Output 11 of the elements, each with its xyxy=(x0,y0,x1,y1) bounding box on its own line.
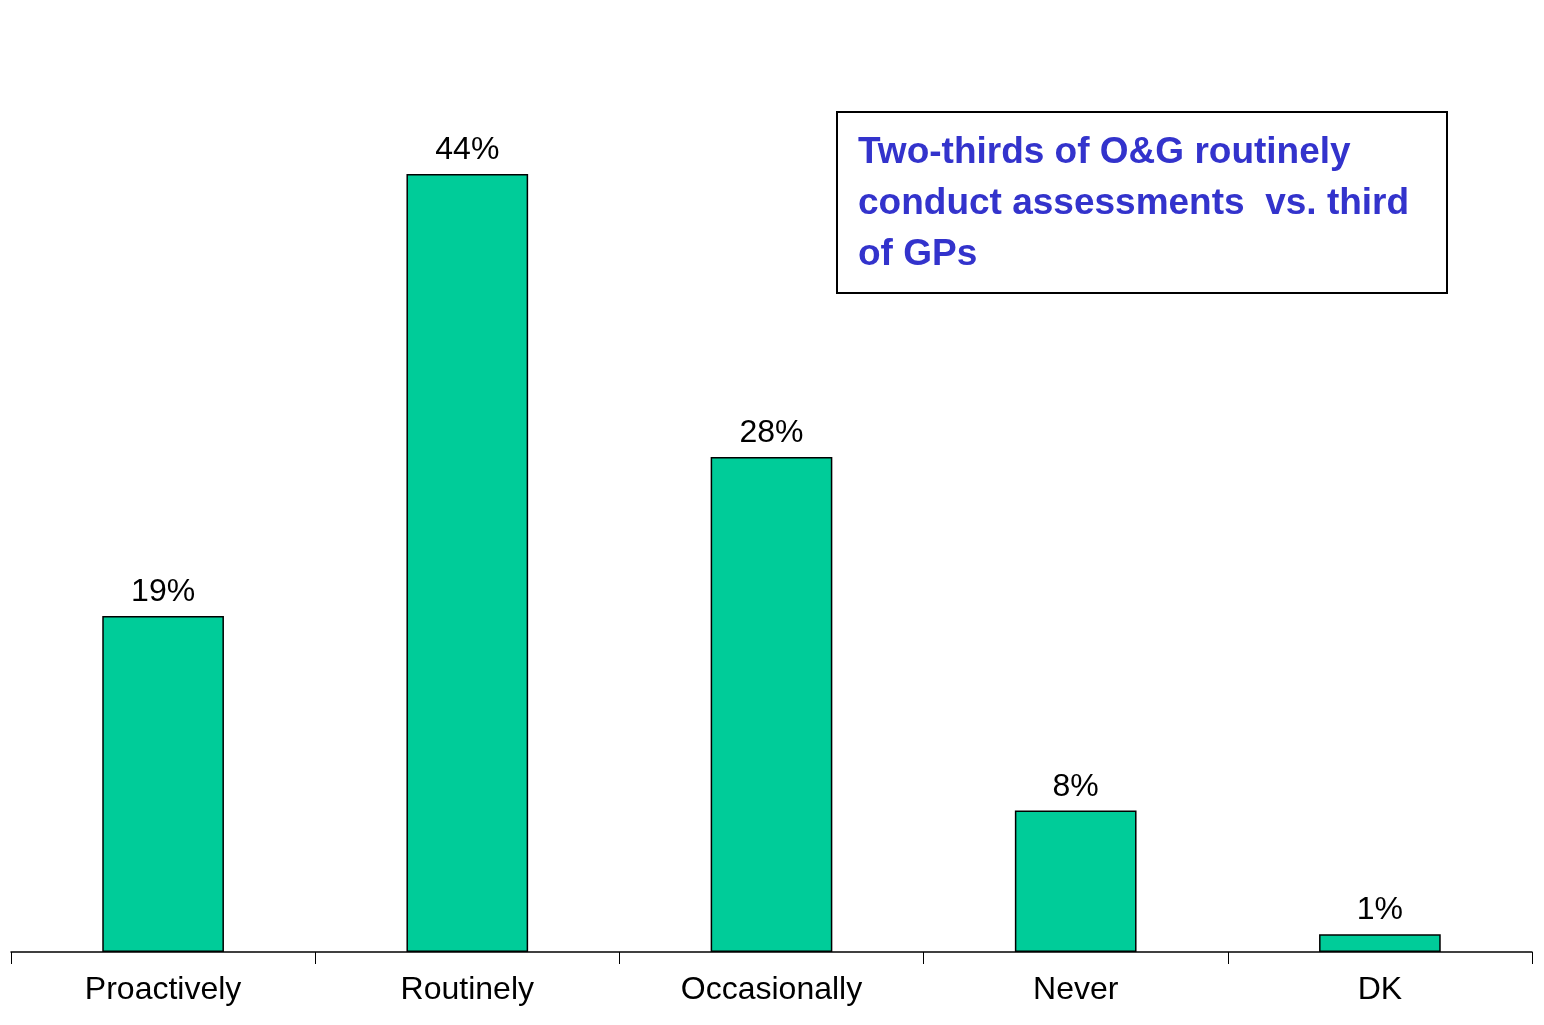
data-label: 8% xyxy=(1052,766,1099,803)
data-label: 28% xyxy=(739,412,804,449)
data-label: 44% xyxy=(435,130,500,167)
data-label: 1% xyxy=(1356,890,1404,927)
x-tick-label: Proactively xyxy=(84,970,242,1006)
x-tick-label: Never xyxy=(1033,970,1119,1006)
annotation: Two-thirds of O&G routinely conduct assessments vs. third of GPs xyxy=(858,130,1420,273)
data-label: 19% xyxy=(131,572,196,609)
x-tick-label: Routinely xyxy=(400,970,534,1006)
x-tick-label: DK xyxy=(1357,970,1403,1006)
x-tick-label: Occasionally xyxy=(680,970,863,1006)
